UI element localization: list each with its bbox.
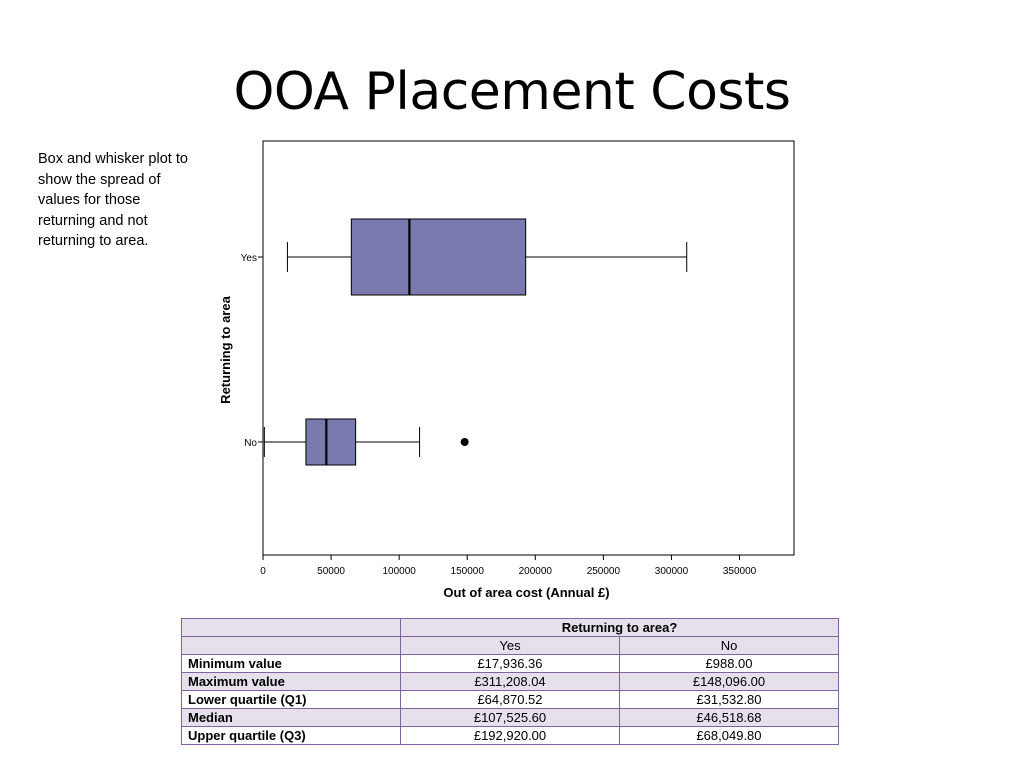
table-row: Lower quartile (Q1) £64,870.52 £31,532.8… — [181, 690, 839, 709]
cell-yes: £311,208.04 — [400, 672, 620, 691]
cell-yes: £17,936.36 — [400, 654, 620, 673]
table-row: Median £107,525.60 £46,518.68 — [181, 708, 839, 727]
table-row: Minimum value £17,936.36 £988.00 — [181, 654, 839, 673]
column-header-no: No — [619, 636, 839, 655]
cell-yes: £64,870.52 — [400, 690, 620, 709]
statistics-table: Returning to area? Yes No Minimum value … — [181, 618, 839, 745]
table-row: Upper quartile (Q3) £192,920.00 £68,049.… — [181, 726, 839, 745]
y-tick-label: No — [244, 438, 257, 449]
table-corner-cell — [181, 618, 401, 637]
cell-no: £148,096.00 — [619, 672, 839, 691]
table-row: Maximum value £311,208.04 £148,096.00 — [181, 672, 839, 691]
x-axis-label: Out of area cost (Annual £) — [443, 585, 609, 600]
x-tick-label: 250000 — [587, 566, 621, 577]
column-header-yes: Yes — [400, 636, 620, 655]
x-tick-label: 300000 — [655, 566, 689, 577]
y-tick-label: Yes — [241, 253, 257, 264]
y-axis-label: Returning to area — [218, 295, 233, 403]
x-tick-label: 150000 — [451, 566, 485, 577]
table-group-header: Returning to area? — [400, 618, 839, 637]
table-corner-cell — [181, 636, 401, 655]
outlier-point — [460, 438, 469, 446]
iqr-box — [305, 418, 357, 466]
table-column-header-row: Yes No — [181, 636, 839, 655]
x-tick-label: 200000 — [519, 566, 553, 577]
x-tick-label: 100000 — [382, 566, 416, 577]
chart-caption: Box and whisker plot to show the spread … — [38, 151, 188, 249]
table-group-header-row: Returning to area? — [181, 618, 839, 637]
row-label: Minimum value — [181, 654, 401, 673]
plot-frame — [262, 140, 795, 556]
box-plot-chart: 0 50000 100000 150000 200000 250000 300000 3500… — [218, 140, 795, 600]
x-tick-label: 50000 — [317, 566, 345, 577]
slide-title: OOA Placement Costs — [233, 62, 791, 122]
x-tick-label: 350000 — [723, 566, 757, 577]
cell-no: £46,518.68 — [619, 708, 839, 727]
cell-yes: £192,920.00 — [400, 726, 620, 745]
row-label: Lower quartile (Q1) — [181, 690, 401, 709]
cell-no: £988.00 — [619, 654, 839, 673]
cell-no: £31,532.80 — [619, 690, 839, 709]
row-label: Upper quartile (Q3) — [181, 726, 401, 745]
row-label: Median — [181, 708, 401, 727]
cell-yes: £107,525.60 — [400, 708, 620, 727]
cell-no: £68,049.80 — [619, 726, 839, 745]
row-label: Maximum value — [181, 672, 401, 691]
x-tick-label: 0 — [260, 566, 266, 577]
iqr-box — [350, 218, 527, 296]
